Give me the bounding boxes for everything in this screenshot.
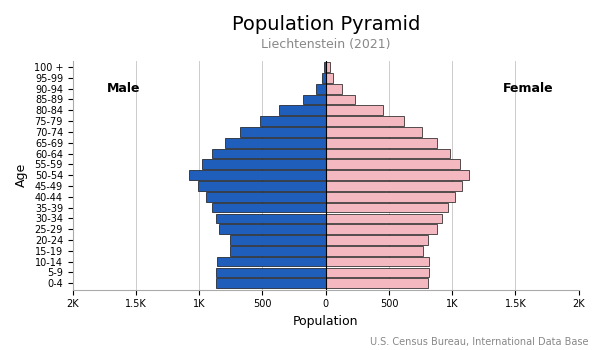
Bar [303, 94, 326, 104]
Bar [198, 181, 326, 191]
Bar [326, 192, 455, 202]
Bar [326, 235, 428, 245]
Bar [279, 105, 326, 115]
Bar [240, 127, 326, 137]
Bar [326, 224, 437, 234]
Bar [326, 203, 448, 212]
Bar [326, 160, 460, 169]
Bar [206, 192, 326, 202]
Bar [220, 224, 326, 234]
Bar [326, 138, 437, 148]
Title: Population Pyramid: Population Pyramid [232, 15, 420, 34]
Bar [316, 84, 326, 93]
Bar [322, 73, 326, 83]
Bar [215, 214, 326, 223]
Bar [215, 278, 326, 288]
Bar [326, 257, 430, 266]
Bar [326, 214, 442, 223]
Bar [326, 149, 449, 159]
Bar [326, 170, 469, 180]
Text: Male: Male [107, 82, 140, 95]
Bar [326, 127, 422, 137]
Bar [215, 267, 326, 277]
Bar [224, 138, 326, 148]
Text: Female: Female [503, 82, 553, 95]
Text: Liechtenstein (2021): Liechtenstein (2021) [261, 38, 391, 51]
Text: U.S. Census Bureau, International Data Base: U.S. Census Bureau, International Data B… [370, 336, 588, 346]
Bar [326, 267, 430, 277]
Bar [326, 73, 334, 83]
Bar [326, 94, 355, 104]
Y-axis label: Age: Age [15, 163, 28, 187]
Bar [230, 246, 326, 256]
Bar [326, 62, 329, 72]
Bar [326, 116, 404, 126]
Bar [326, 105, 383, 115]
Bar [217, 257, 326, 266]
Bar [325, 62, 326, 72]
Bar [260, 116, 326, 126]
Bar [326, 84, 342, 93]
Bar [212, 203, 326, 212]
Bar [189, 170, 326, 180]
Bar [202, 160, 326, 169]
X-axis label: Population: Population [293, 315, 358, 328]
Bar [326, 246, 423, 256]
Bar [326, 181, 463, 191]
Bar [326, 278, 428, 288]
Bar [230, 235, 326, 245]
Bar [212, 149, 326, 159]
